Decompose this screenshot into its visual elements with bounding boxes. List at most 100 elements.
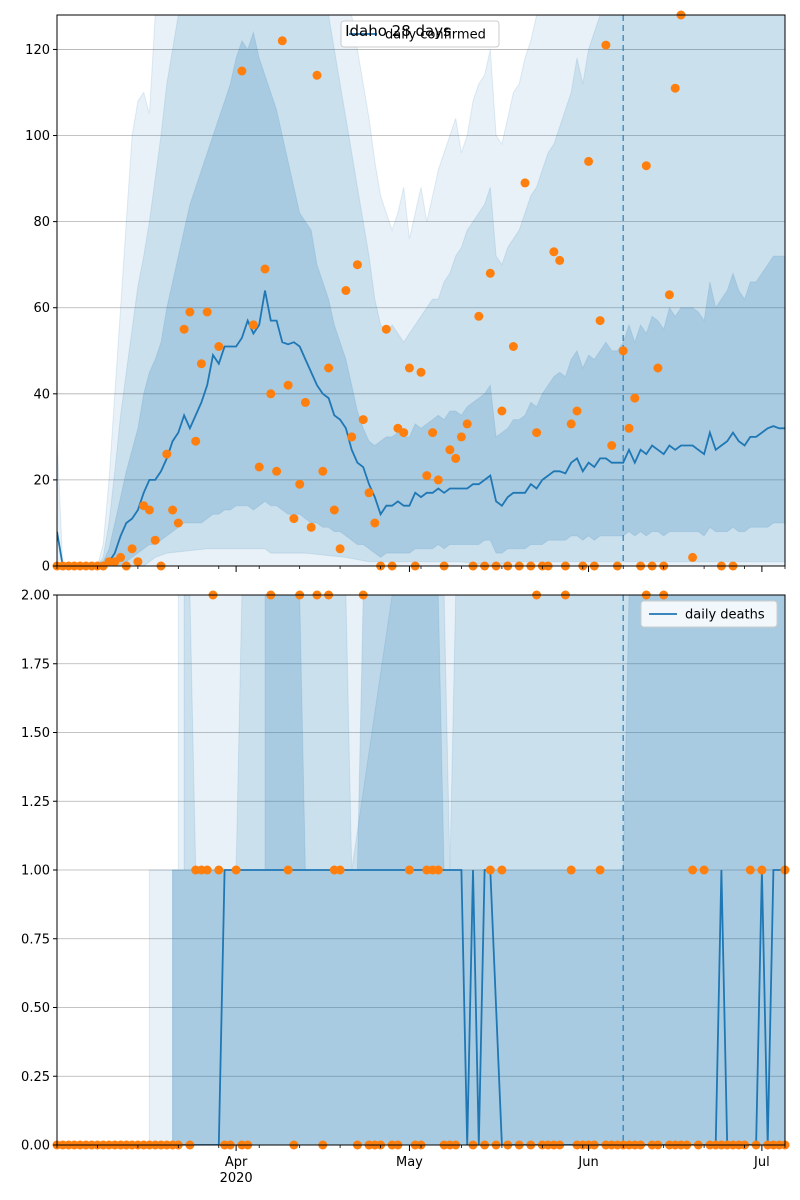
- observed-point: [185, 307, 195, 317]
- observed-point: [324, 363, 334, 373]
- x-tick-label: May: [396, 1155, 423, 1170]
- observed-point: [456, 432, 466, 442]
- observed-point: [445, 445, 455, 455]
- legend-label: daily deaths: [685, 608, 765, 623]
- observed-point: [347, 432, 357, 442]
- x-tick-label: Jul: [753, 1155, 770, 1170]
- observed-point: [318, 466, 328, 476]
- observed-point: [352, 260, 362, 270]
- observed-point: [618, 346, 628, 356]
- observed-point: [116, 552, 126, 562]
- y-tick-label: 0.25: [21, 1070, 50, 1085]
- observed-point: [497, 406, 507, 416]
- observed-point: [289, 514, 299, 524]
- observed-point: [688, 552, 698, 562]
- y-tick-label: 40: [33, 387, 50, 402]
- observed-point: [214, 342, 224, 351]
- y-tick-label: 20: [33, 473, 50, 488]
- observed-point: [399, 428, 409, 438]
- observed-point: [329, 505, 339, 515]
- legend-label: daily confirmed: [385, 28, 486, 43]
- observed-point: [306, 522, 316, 532]
- observed-point: [341, 286, 351, 295]
- y-tick-label: 1.75: [21, 657, 50, 672]
- observed-point: [335, 865, 345, 875]
- observed-point: [127, 544, 137, 554]
- observed-point: [572, 406, 582, 416]
- observed-point: [607, 441, 617, 450]
- observed-point: [179, 324, 189, 334]
- observed-point: [595, 316, 605, 326]
- observed-point: [404, 865, 414, 875]
- observed-point: [485, 865, 495, 875]
- y-tick-label: 60: [33, 301, 50, 316]
- observed-point: [433, 475, 443, 485]
- legend-box: [340, 20, 500, 48]
- observed-point: [381, 324, 391, 334]
- observed-point: [277, 36, 287, 46]
- observed-point: [231, 865, 241, 875]
- observed-point: [335, 544, 345, 554]
- plot-area: [57, 15, 785, 566]
- legend: daily confirmed: [340, 20, 500, 48]
- observed-point: [566, 419, 576, 429]
- observed-point: [699, 865, 709, 875]
- observed-point: [630, 393, 640, 403]
- x-tick-label: Jun: [577, 1155, 598, 1170]
- observed-point: [433, 865, 443, 875]
- observed-point: [520, 178, 530, 188]
- observed-point: [283, 380, 293, 390]
- plot-area: [57, 595, 785, 1145]
- observed-point: [191, 436, 201, 446]
- observed-point: [664, 290, 674, 300]
- x-tick-sublabel: 2020: [220, 1171, 253, 1186]
- observed-point: [370, 518, 380, 528]
- observed-point: [266, 389, 276, 399]
- observed-point: [508, 342, 518, 351]
- observed-point: [248, 320, 258, 330]
- observed-point: [312, 70, 322, 80]
- legend: daily deaths: [640, 600, 778, 628]
- observed-point: [237, 66, 247, 76]
- observed-point: [144, 505, 154, 515]
- observed-point: [300, 397, 310, 407]
- observed-point: [295, 479, 305, 489]
- legend-box: [640, 600, 778, 628]
- confirmed-panel: 0 20 40 60 80 100 120 daily confirmed: [25, 10, 786, 575]
- observed-point: [474, 311, 484, 321]
- observed-point: [601, 40, 611, 50]
- x-tick-label: Apr: [225, 1155, 248, 1170]
- observed-point: [202, 307, 212, 317]
- series-line: [57, 869, 785, 1145]
- y-tick-label: 0: [42, 560, 50, 575]
- observed-point: [254, 462, 264, 472]
- y-tick-label: 0.50: [21, 1001, 50, 1016]
- y-tick-label: 120: [25, 43, 50, 58]
- observed-point: [688, 865, 698, 875]
- observed-point: [283, 865, 293, 875]
- observed-point: [497, 865, 507, 875]
- observed-point: [173, 518, 183, 528]
- observed-points: [52, 590, 790, 1150]
- y-tick-label: 0.00: [21, 1139, 50, 1154]
- observed-point: [485, 268, 495, 278]
- observed-point: [653, 363, 663, 373]
- observed-point: [272, 466, 282, 476]
- observed-point: [451, 453, 461, 463]
- observed-point: [462, 419, 472, 429]
- band-outer: [57, 15, 785, 566]
- y-tick-label: 2.00: [21, 589, 50, 604]
- observed-point: [196, 359, 206, 369]
- chart-title: Idaho 28 days: [345, 22, 451, 40]
- observed-point: [745, 865, 755, 875]
- observed-point: [555, 255, 565, 265]
- observed-point: [584, 156, 594, 166]
- y-tick-label: 1.00: [21, 864, 50, 879]
- y-tick-label: 1.25: [21, 795, 50, 810]
- series-line: [57, 290, 785, 566]
- observed-point: [168, 505, 178, 515]
- observed-point: [364, 488, 374, 498]
- y-tick-label: 80: [33, 215, 50, 230]
- observed-point: [133, 557, 143, 567]
